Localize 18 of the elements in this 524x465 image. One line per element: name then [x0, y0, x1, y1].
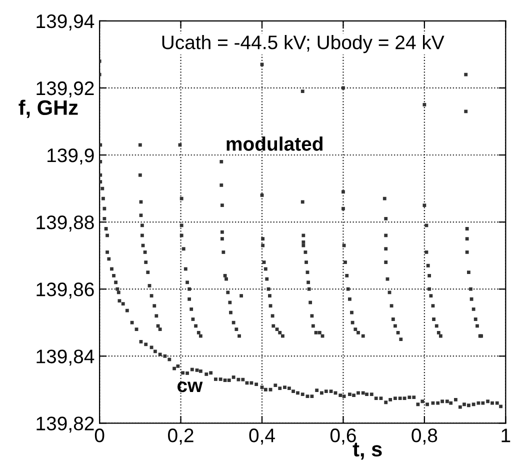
y-tick-label: 139,94 [36, 14, 94, 30]
y-axis-title: f, GHz [18, 100, 78, 118]
y-tick-label: 139,84 [36, 350, 94, 366]
x-tick-label: 1 [502, 428, 510, 442]
y-tick-label: 139,82 [36, 416, 94, 433]
annotation: modulated [226, 136, 322, 151]
x-tick-label: 0 [94, 428, 104, 442]
x-axis-title: t, s [352, 442, 382, 460]
annotation: cw [177, 382, 203, 392]
x-tick-label: 0,6 [330, 428, 356, 445]
y-tick-label: 139,86 [36, 282, 94, 299]
x-tick-label: 0,8 [412, 428, 438, 445]
x-tick-label: 0,4 [249, 428, 275, 445]
y-tick-label: 139,9 [48, 148, 94, 165]
annotation: Ucath = -44.5 kV; Ubody = 24 kV [162, 35, 444, 54]
x-tick-label: 0,2 [168, 428, 194, 445]
y-tick-label: 139,88 [36, 216, 94, 232]
y-tick-label: 139,92 [36, 81, 94, 98]
